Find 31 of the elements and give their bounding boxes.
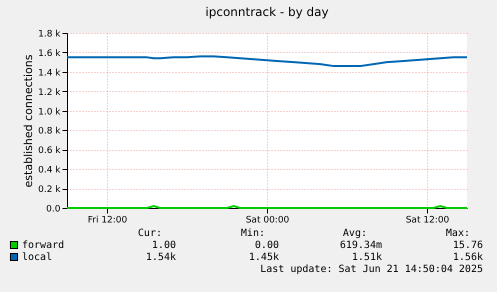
legend-label: local [22,252,52,263]
text: 0.00 [254,240,279,251]
y-tick-label: 1.6 k [38,48,62,59]
text: 619.34m [340,240,382,251]
text: Min: [240,228,265,239]
y-tick-label: 1.2 k [38,88,62,98]
chart-title: ipconntrack - by day [205,5,329,19]
text: 15.76 [452,240,483,251]
text: Last update: Sat Jun 21 14:50:04 2025 [260,264,483,275]
x-tick-label: Sat 12:00 [406,216,450,226]
text: 1.54k [146,252,176,263]
x-tick-label: Sat 00:00 [246,216,290,226]
text: 1.51k [352,252,382,263]
y-tick-label: 0.8 k [38,126,62,137]
text: 1.00 [152,240,176,251]
x-tick-label: Fri 12:00 [88,216,128,226]
line-series [66,55,468,68]
text: 1.56k [452,252,483,263]
text: Max: [446,228,470,239]
y-tick-label: 0.6 k [38,146,62,156]
y-tick-label: 0.0 [46,204,61,214]
text: 1.45k [248,252,279,263]
text: Avg: [342,228,367,239]
y-tick-label: 0.4 k [38,166,62,176]
y-tick-label: 0.2 k [38,185,62,196]
y-tick-label: 1.0 k [38,107,62,118]
y-tick-label: 1.8 k [38,30,62,40]
y-axis-title: established connections [22,54,36,188]
text: Cur: [138,228,162,239]
y-tick-label: 1.4 k [38,68,62,78]
legend-label: forward [22,240,64,251]
